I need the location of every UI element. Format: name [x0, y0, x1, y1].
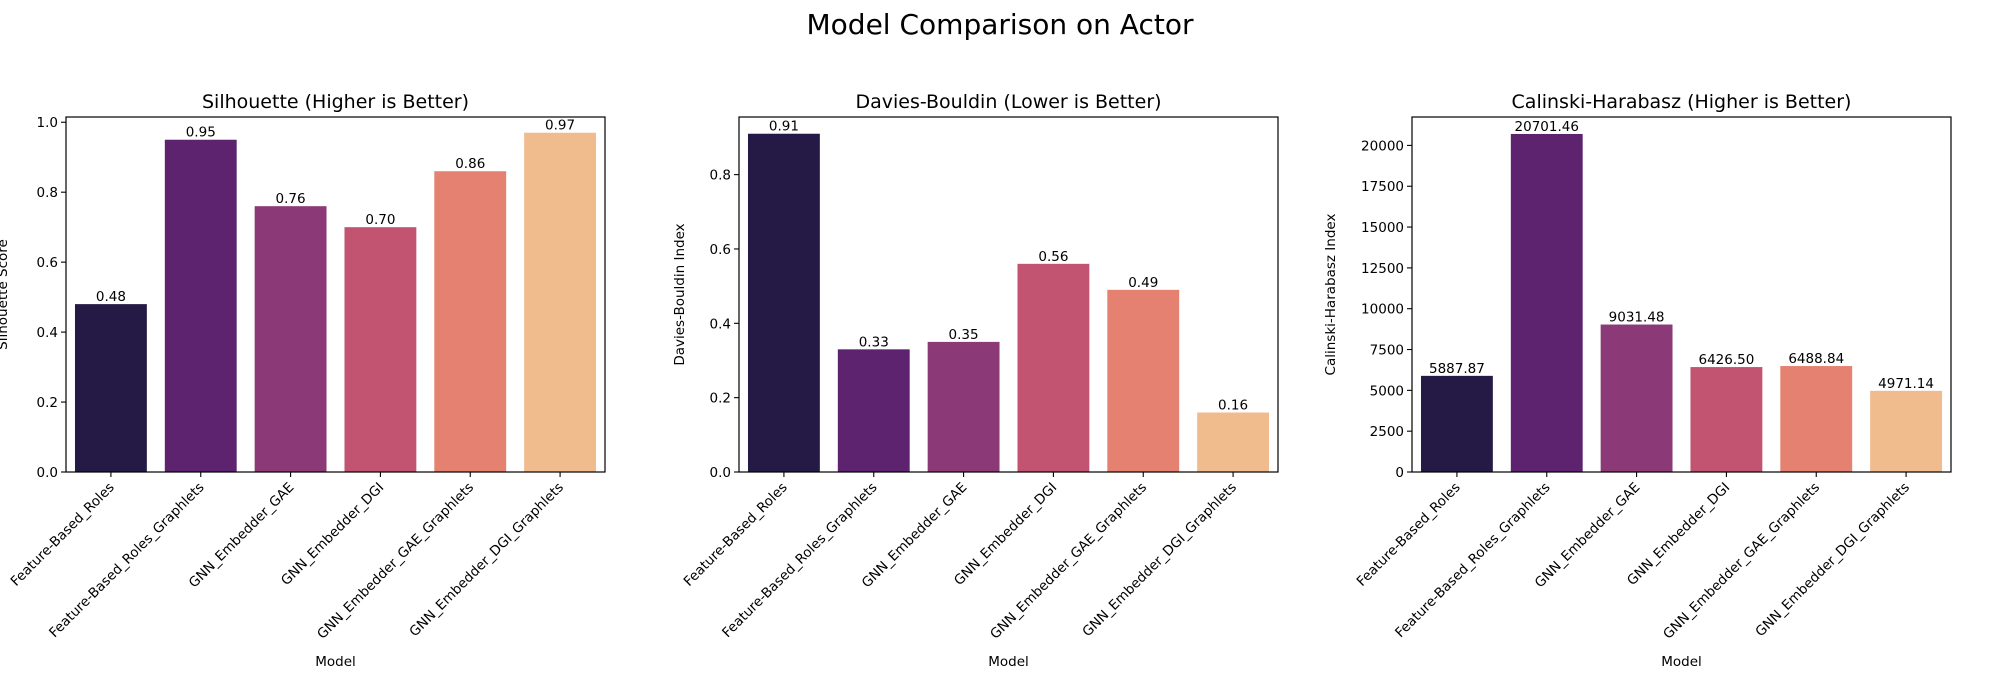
figure-title: Model Comparison on Actor: [806, 8, 1194, 41]
y-tick-label: 17500: [1361, 179, 1404, 195]
bar: [1420, 375, 1493, 472]
x-tick-label: Feature-Based_Roles: [681, 480, 791, 590]
x-tick-label: GNN_Embedder_DGI_Graphlets: [1079, 480, 1240, 641]
data-label: 20701.46: [1515, 119, 1579, 135]
bar: [344, 227, 417, 472]
data-label: 0.91: [769, 119, 799, 135]
bar: [164, 139, 237, 472]
y-tick-label: 20000: [1361, 138, 1404, 154]
y-tick-label: 0.6: [37, 255, 58, 271]
bar: [1780, 366, 1853, 472]
data-label: 0.48: [96, 289, 126, 305]
y-tick-label: 15000: [1361, 220, 1404, 236]
data-label: 0.95: [186, 125, 216, 141]
data-label: 0.56: [1038, 249, 1068, 265]
data-label: 0.49: [1128, 275, 1158, 291]
data-label: 0.76: [276, 191, 306, 207]
data-label: 0.33: [859, 334, 889, 350]
x-tick-label: Feature-Based_Roles: [8, 480, 118, 590]
bar: [434, 171, 507, 472]
y-tick-label: 2500: [1370, 424, 1404, 440]
x-axis-label: Model: [315, 654, 356, 670]
y-tick-label: 0.4: [37, 325, 58, 341]
bar: [524, 132, 597, 472]
y-tick-label: 10000: [1361, 302, 1404, 318]
data-label: 6488.84: [1788, 351, 1844, 367]
chart-panel-1: 0.48 0.95 0.76 0.70 0.86 0.97 0.0 0.2 0.4 0.6 0.8 1…: [0, 91, 606, 670]
bar: [1107, 289, 1180, 472]
bar: [747, 133, 820, 472]
y-tick-label: 0.4: [710, 316, 731, 332]
y-tick-label: 12500: [1361, 261, 1404, 277]
bar: [927, 341, 1000, 472]
y-tick-label: 7500: [1370, 343, 1404, 359]
x-axis-label: Model: [1661, 654, 1702, 670]
y-tick-label: 0: [1395, 465, 1404, 481]
plot-frame: [65, 116, 606, 473]
bar: [837, 349, 910, 472]
data-label: 0.70: [365, 212, 395, 228]
plot-frame: [1411, 116, 1952, 473]
y-tick-label: 0.6: [710, 242, 731, 258]
chart-panel-2: 0.91 0.33 0.35 0.56 0.49 0.16 0.0 0.2 0.4 0.6 0.8 F…: [672, 91, 1279, 670]
x-tick-label: Feature-Based_Roles: [1354, 480, 1464, 590]
data-label: 5887.87: [1429, 361, 1485, 377]
x-tick-label: GNN_Embedder_DGI_Graphlets: [406, 480, 567, 641]
data-label: 0.86: [455, 156, 485, 172]
bar: [1600, 324, 1673, 472]
y-axis-label: Calinski-Harabasz Index: [1323, 214, 1339, 376]
x-tick-label: GNN_Embedder_DGI_Graphlets: [1752, 480, 1913, 641]
chart-panel-3: 5887.87 20701.46 9031.48 6426.50 6488.84 4971…: [1323, 91, 1952, 670]
data-label: 4971.14: [1878, 376, 1934, 392]
x-tick-label: GNN_Embedder_DGI: [951, 480, 1060, 589]
bar: [1870, 390, 1943, 472]
x-tick-label: GNN_Embedder_GAE_Graphlets: [314, 480, 477, 643]
x-tick-label: GNN_Embedder_GAE_Graphlets: [1660, 480, 1823, 643]
data-label: 0.35: [949, 327, 979, 343]
y-tick-label: 1.0: [37, 115, 58, 131]
data-label: 6426.50: [1699, 352, 1755, 368]
y-tick-label: 0.8: [710, 168, 731, 184]
y-axis-label: Silhouette Score: [0, 239, 11, 350]
x-tick-label: Feature-Based_Roles_Graphlets: [1392, 480, 1553, 641]
chart-title: Silhouette (Higher is Better): [202, 91, 469, 113]
chart-title: Davies-Bouldin (Lower is Better): [855, 91, 1161, 113]
data-label: 0.97: [545, 118, 575, 134]
y-tick-label: 0.2: [710, 391, 731, 407]
bar: [1197, 412, 1270, 472]
y-tick-label: 0.8: [37, 185, 58, 201]
y-axis-label: Davies-Bouldin Index: [672, 223, 688, 365]
bar: [1017, 263, 1090, 472]
y-tick-label: 0.0: [710, 465, 731, 481]
x-tick-label: Feature-Based_Roles_Graphlets: [46, 480, 207, 641]
bar: [74, 304, 147, 472]
x-tick-label: Feature-Based_Roles_Graphlets: [719, 480, 880, 641]
x-tick-label: GNN_Embedder_GAE_Graphlets: [987, 480, 1150, 643]
plot-frame: [738, 116, 1279, 473]
data-label: 9031.48: [1609, 310, 1665, 326]
y-tick-label: 5000: [1370, 383, 1404, 399]
bar: [254, 206, 327, 472]
x-axis-label: Model: [988, 654, 1029, 670]
x-tick-label: GNN_Embedder_DGI: [278, 480, 387, 589]
y-tick-label: 0.2: [37, 395, 58, 411]
bar: [1510, 133, 1583, 472]
y-tick-label: 0.0: [37, 465, 58, 481]
chart-title: Calinski-Harabasz (Higher is Better): [1512, 91, 1852, 113]
bar: [1690, 367, 1763, 472]
x-tick-label: GNN_Embedder_DGI: [1624, 480, 1733, 589]
data-label: 0.16: [1218, 398, 1248, 414]
